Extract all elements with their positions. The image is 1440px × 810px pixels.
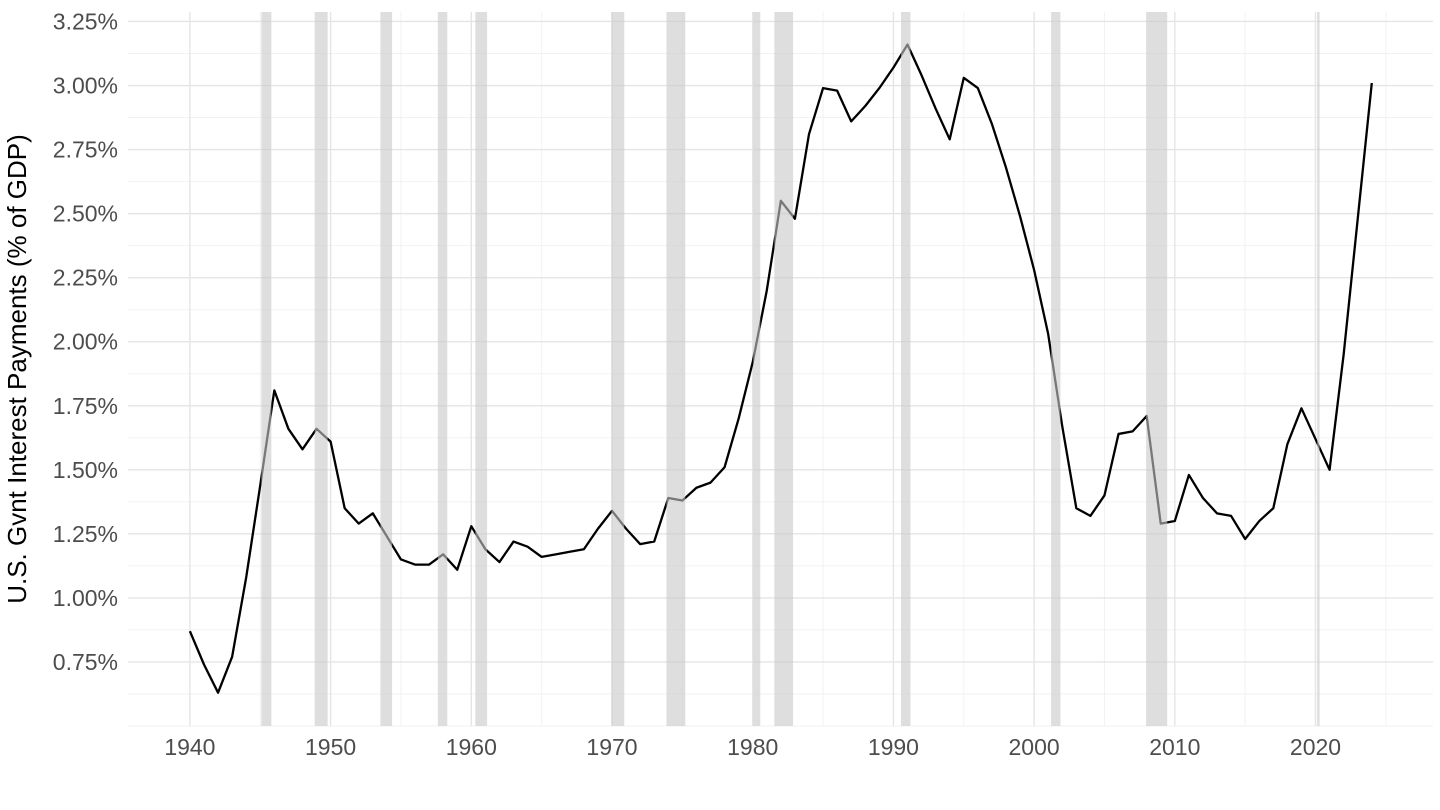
recession-band (1051, 12, 1061, 726)
recession-band (475, 12, 488, 726)
y-tick-label: 1.25% (53, 521, 118, 547)
x-tick-label: 1970 (586, 734, 637, 760)
y-axis-title: U.S. Gvnt Interest Payments (% of GDP) (2, 134, 32, 604)
y-axis-labels: 0.75% 1.00% 1.25% 1.50% 1.75% 2.00% 2.25% 2.50%… (53, 9, 118, 676)
x-tick-label: 1940 (164, 734, 215, 760)
recession-band (1146, 12, 1168, 726)
x-axis-labels: 1940 1950 1960 1970 1980 1990 2000 2010 2020 (164, 734, 1341, 760)
recession-bands (261, 12, 1320, 726)
recession-band (261, 12, 272, 726)
y-tick-label: 3.25% (53, 9, 118, 35)
y-tick-label: 2.00% (53, 329, 118, 355)
x-tick-label: 2010 (1149, 734, 1200, 760)
recession-band (437, 12, 448, 726)
recession-band (753, 12, 761, 726)
y-tick-label: 3.00% (53, 73, 118, 99)
x-tick-label: 1950 (305, 734, 356, 760)
recession-band (1317, 12, 1320, 726)
recession-band (666, 12, 686, 726)
x-tick-label: 1990 (868, 734, 919, 760)
y-tick-label: 1.75% (53, 393, 118, 419)
x-tick-label: 2020 (1290, 734, 1341, 760)
y-tick-label: 2.75% (53, 137, 118, 163)
x-tick-label: 1960 (446, 734, 497, 760)
recession-band (611, 12, 625, 726)
y-tick-label: 2.50% (53, 201, 118, 227)
x-tick-label: 1980 (727, 734, 778, 760)
recession-band (314, 12, 328, 726)
y-tick-label: 1.00% (53, 585, 118, 611)
x-tick-label: 2000 (1009, 734, 1060, 760)
recession-band (901, 12, 911, 726)
recession-band (380, 12, 393, 726)
y-tick-label: 0.75% (53, 649, 118, 675)
y-tick-label: 1.50% (53, 457, 118, 483)
y-tick-label: 2.25% (53, 265, 118, 291)
recession-band (774, 12, 794, 726)
